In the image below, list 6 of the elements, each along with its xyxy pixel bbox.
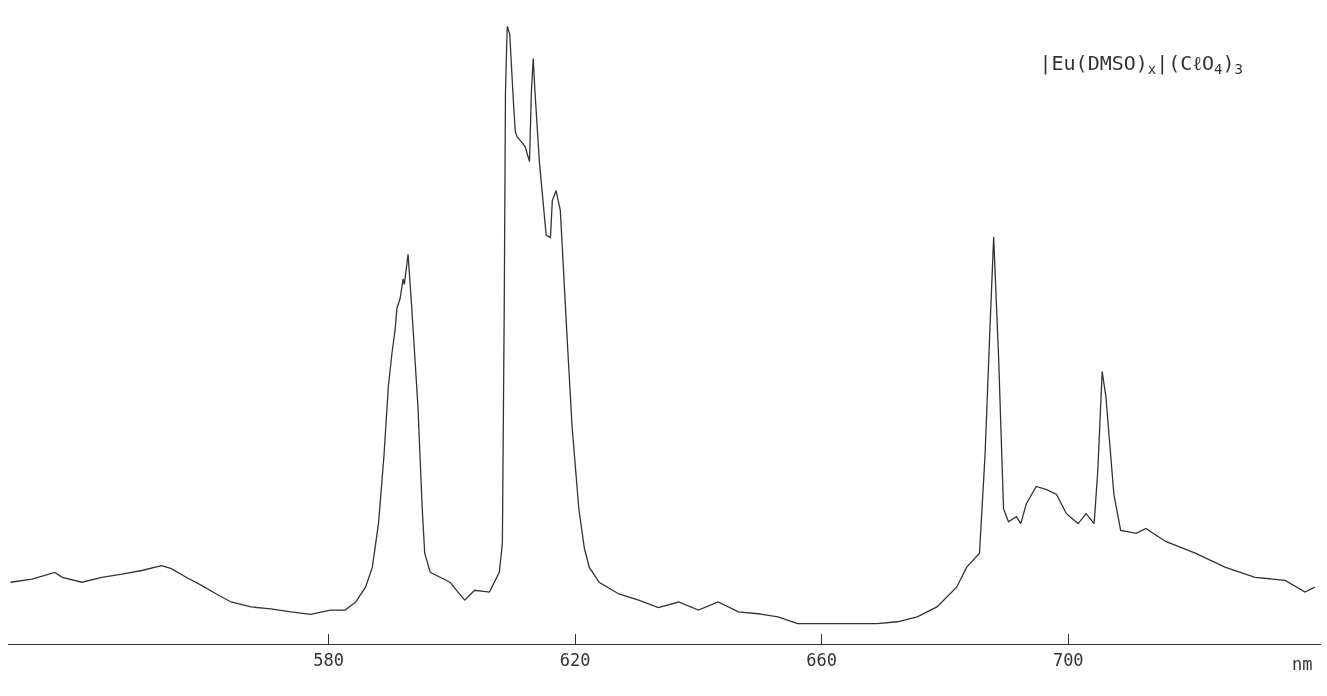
x-tick-label: 580 <box>313 649 344 670</box>
x-tick-label: 700 <box>1052 649 1084 670</box>
x-tick-label: 620 <box>559 649 591 670</box>
x-axis-title: nm <box>1292 654 1313 674</box>
text: |Eu(DMSO)$_{x}$|(CℓO$_{4}$)$_{3}$ <box>1039 50 1243 77</box>
x-tick-label: 660 <box>806 649 838 670</box>
